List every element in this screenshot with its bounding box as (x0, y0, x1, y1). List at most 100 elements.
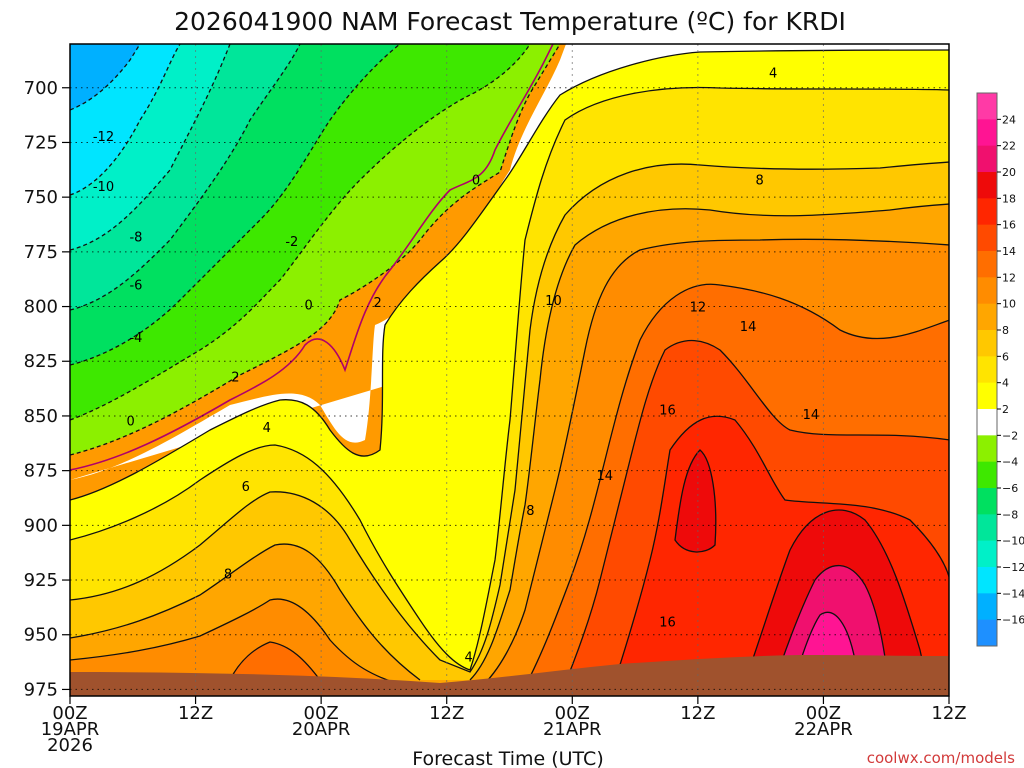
isotherm-neg-12 (70, 44, 231, 251)
x-tick-label: 00Z (806, 703, 841, 724)
y-axis: 700 725 750 775 800 825 850 875 900 925 950 975 (24, 78, 70, 700)
colorbar-label: −4 (1002, 456, 1018, 469)
isotherm-2 (70, 49, 949, 501)
colorbar-label: 2 (1002, 403, 1009, 416)
contour-label: 8 (224, 567, 232, 582)
colorbar-swatch (977, 540, 997, 568)
colorbar-swatch (977, 224, 997, 252)
grid-lines (70, 44, 949, 696)
y-tick-label: 850 (24, 406, 58, 427)
contour-label: 0 (472, 174, 480, 189)
x-tick-label: 2026 (47, 735, 93, 756)
colorbar-label: −6 (1002, 482, 1018, 495)
isotherm-neg-16 (70, 44, 141, 111)
contour-label: -10 (93, 180, 114, 195)
x-tick-label: 22APR (794, 719, 853, 740)
colorbar-label: 12 (1002, 271, 1016, 284)
y-tick-label: 700 (24, 78, 58, 99)
colorbar-swatch (977, 488, 997, 515)
isotherm-20 (769, 564, 891, 696)
isotherm-neg-8 (70, 44, 401, 366)
colorbar-swatch (977, 172, 997, 199)
contour-label: 8 (755, 174, 763, 189)
x-tick-label: 12Z (178, 703, 213, 724)
colorbar-label: 22 (1002, 140, 1016, 153)
contour-label: 4 (465, 651, 473, 666)
colorbar-swatch (977, 593, 997, 621)
terrain-ground (70, 655, 949, 696)
x-tick-label: 19APR (41, 719, 100, 740)
y-tick-label: 950 (24, 625, 58, 646)
contour-label: 12 (690, 301, 707, 316)
contour-label: 14 (803, 408, 820, 423)
x-tick-label: 20APR (292, 719, 351, 740)
colorbar-label: −10 (1002, 535, 1024, 548)
colorbar-label: 6 (1002, 350, 1009, 363)
contour-label: 14 (740, 320, 757, 335)
contour-label: 14 (596, 469, 613, 484)
isotherm-neg-2 (70, 44, 561, 456)
isotherm-8 (70, 203, 949, 681)
y-tick-label: 900 (24, 515, 58, 536)
plot-frame (69, 43, 950, 697)
y-tick-label: 825 (24, 351, 58, 372)
contour-label: 4 (263, 421, 271, 436)
contour-label: -8 (129, 231, 142, 246)
contour-label: 0 (127, 414, 135, 429)
colorbar-label: 10 (1002, 298, 1016, 311)
x-tick-label: 12Z (680, 703, 715, 724)
colorbar-swatch (977, 198, 997, 226)
y-tick-label: 750 (24, 187, 58, 208)
colorbar-label: 24 (1002, 113, 1016, 126)
y-tick-label: 925 (24, 570, 58, 591)
colorbar-swatch (977, 277, 997, 305)
colorbar-swatch (977, 251, 997, 278)
isotherm-12 (229, 283, 949, 696)
contour-label: 2 (374, 296, 382, 311)
colorbar-swatch (977, 145, 997, 173)
colorbar-label: −14 (1002, 587, 1024, 600)
isotherm-16 (609, 415, 949, 696)
colorbar-label: −2 (1002, 429, 1018, 442)
colorbar-swatch (977, 382, 997, 410)
colorbar-swatch (977, 409, 997, 436)
isotherm-6 (70, 161, 949, 673)
isotherm-10 (70, 238, 949, 691)
colorbar-label: 8 (1002, 324, 1009, 337)
colorbar-swatch (977, 435, 997, 463)
x-tick-label: 12Z (429, 703, 464, 724)
colorbar-swatch (977, 119, 997, 147)
contour-label: -2 (285, 235, 298, 250)
contour-label: -12 (93, 130, 114, 145)
colorbar-frame (976, 92, 998, 647)
contour-label: 2 (231, 371, 239, 386)
colorbar-swatch (977, 619, 997, 647)
isotherm-4 (70, 86, 949, 671)
y-tick-label: 875 (24, 461, 58, 482)
y-tick-label: 800 (24, 297, 58, 318)
x-axis-label: Forecast Time (UTC) (412, 748, 603, 768)
contour-labels: -12 -10 -8 -6 -4 -2 0 0 0 2 2 4 4 4 6 8 8 8 10 12 14 14 14 16 16 (93, 66, 820, 666)
colorbar-swatch (977, 461, 997, 489)
colorbar: 24 22 20 18 16 14 12 10 8 6 4 2 −2 −4 −6 −8 −10 −12 −14 −16 (976, 92, 1024, 647)
colorbar-swatch (977, 330, 997, 357)
colorbar-label: 4 (1002, 377, 1009, 390)
contour-label: 16 (659, 403, 676, 418)
colorbar-label: −8 (1002, 508, 1018, 521)
isotherm-neg-10 (70, 44, 301, 311)
colorbar-swatch (977, 567, 997, 594)
colorbar-label: 18 (1002, 192, 1016, 205)
colorbar-label: −16 (1002, 614, 1024, 627)
isotherm-lines (70, 44, 949, 696)
y-tick-label: 975 (24, 679, 58, 700)
contour-label: 10 (545, 294, 562, 309)
band-fill-cold-18 (70, 44, 140, 110)
colorbar-label: 16 (1002, 219, 1016, 232)
isotherm-18 (674, 449, 931, 696)
chart-title: 2026041900 NAM Forecast Temperature (ºC)… (174, 7, 846, 36)
colorbar-swatch (977, 303, 997, 331)
colorbar-label: 20 (1002, 166, 1016, 179)
colorbar-swatch (977, 514, 997, 542)
